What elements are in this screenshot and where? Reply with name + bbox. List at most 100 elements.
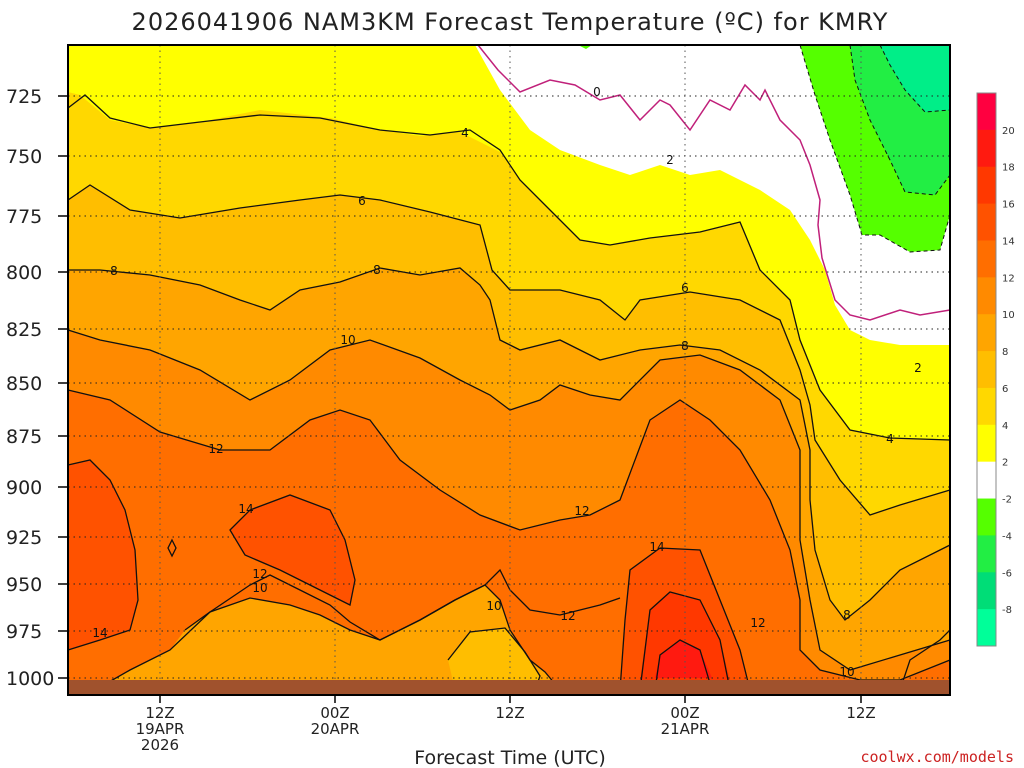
contour-14-mid [229, 494, 356, 606]
x-tick-label: 19APR [136, 720, 185, 738]
contour-14-right [619, 547, 751, 691]
chart-title: 2026041906 NAM3KM Forecast Temperature (… [132, 8, 889, 36]
band-14-to-16b [230, 495, 355, 605]
contour-label: 10 [252, 581, 267, 595]
colorbar-swatch [977, 535, 996, 573]
colorbar-swatch [977, 277, 996, 315]
colorbar-swatch [977, 314, 996, 352]
y-tick-label: 775 [6, 206, 42, 228]
contour-label: 2 [666, 153, 674, 167]
x-tick-label: 2026 [141, 736, 179, 754]
y-tick-label: 1000 [6, 668, 54, 690]
gridlines [68, 45, 950, 695]
contour-14-left [67, 459, 139, 651]
contour-label: 12 [208, 442, 223, 456]
colorbar-label: 18 [1002, 163, 1015, 174]
contour-label: 10 [340, 333, 355, 347]
colorbar-swatch [977, 424, 996, 463]
band-14-to-16 [68, 460, 138, 650]
contour-6 [67, 184, 951, 516]
contour-label: 12 [560, 609, 575, 623]
colorbar-swatch [977, 498, 996, 536]
contour-14-small [167, 538, 177, 558]
colorbar-swatch [977, 609, 996, 647]
y-tick-label: 800 [6, 262, 42, 284]
colorbar-label: -2 [1002, 495, 1012, 506]
contour-8 [68, 267, 951, 621]
y-tick-label: 925 [6, 527, 42, 549]
colorbar-label: 14 [1002, 236, 1015, 247]
contour-8-lower [447, 627, 541, 691]
contour-label: 2 [914, 361, 922, 375]
subzero-contours [799, 44, 951, 253]
x-tick-label: 00Z [320, 704, 349, 722]
colorbar-label: 16 [1002, 200, 1015, 211]
contour-lines [67, 94, 951, 691]
freezing-contour [477, 44, 951, 321]
contour-12 [67, 389, 951, 681]
y-tick-label: 950 [6, 574, 42, 596]
colorbar-label: 6 [1002, 384, 1008, 395]
colorbar-label: 4 [1002, 421, 1008, 432]
contour-minus-2 [799, 44, 951, 253]
ground-strip [68, 680, 950, 695]
x-tick-label: 12Z [495, 704, 524, 722]
y-tick-label: 975 [6, 621, 42, 643]
y-tick-label: 750 [6, 146, 42, 168]
contour-label: 6 [681, 281, 689, 295]
colorbar-swatch [977, 203, 996, 241]
contour-minus-4 [849, 44, 951, 196]
colorbar-label: 8 [1002, 347, 1008, 358]
colorbar-label: -4 [1002, 531, 1012, 542]
contour-label: 12 [574, 504, 589, 518]
contour-label: 10 [839, 665, 854, 679]
contour-label: 14 [92, 626, 107, 640]
colorbar-label: 10 [1002, 310, 1015, 321]
contour-label: 8 [373, 263, 381, 277]
band-8-to-10-pocket [95, 585, 560, 690]
y-axis: 725 750 775 800 825 850 875 900 925 950 975 1000 [6, 86, 68, 690]
contour-label: 10 [486, 599, 501, 613]
colorbar-border [976, 92, 997, 647]
contour-label: 8 [110, 264, 118, 278]
colorbar-swatch [977, 240, 996, 278]
x-tick-label: 00Z [670, 704, 699, 722]
contour-label: 4 [886, 432, 894, 446]
contour-12-right-low [899, 629, 951, 691]
colorbar-label: 2 [1002, 458, 1008, 469]
x-tick-label: 12Z [846, 704, 875, 722]
colorbar-label: 20 [1002, 126, 1015, 137]
y-tick-label: 725 [6, 86, 42, 108]
contour-4 [67, 94, 951, 441]
y-tick-label: 850 [6, 373, 42, 395]
colorbar-swatch [977, 572, 996, 610]
y-tick-label: 875 [6, 426, 42, 448]
colorbar-swatch [977, 93, 996, 131]
plot-border [67, 44, 951, 696]
colorbar-label: -6 [1002, 568, 1012, 579]
band-minus-6 [880, 45, 950, 112]
colorbar-swatch [977, 129, 996, 168]
x-tick-label: 20APR [311, 720, 360, 738]
x-tick-label: 12Z [145, 704, 174, 722]
credit-text: coolwx.com/models [860, 748, 1014, 766]
colorbar-swatch [977, 351, 996, 389]
contour-label: 0 [593, 85, 601, 99]
contour-label: 12 [252, 567, 267, 581]
y-tick-label: 900 [6, 477, 42, 499]
x-tick-label: 21APR [661, 720, 710, 738]
colorbar-label: -8 [1002, 605, 1012, 616]
contour-label: 6 [358, 194, 366, 208]
contour-label: 14 [649, 540, 664, 554]
colorbar-swatch [977, 387, 996, 426]
contour-10 [67, 329, 951, 671]
contour-label: 14 [238, 502, 253, 516]
colorbar-label: 12 [1002, 273, 1015, 284]
x-axis-label: Forecast Time (UTC) [414, 747, 605, 768]
contour-18 [654, 639, 713, 691]
contour-label: 8 [681, 339, 689, 353]
